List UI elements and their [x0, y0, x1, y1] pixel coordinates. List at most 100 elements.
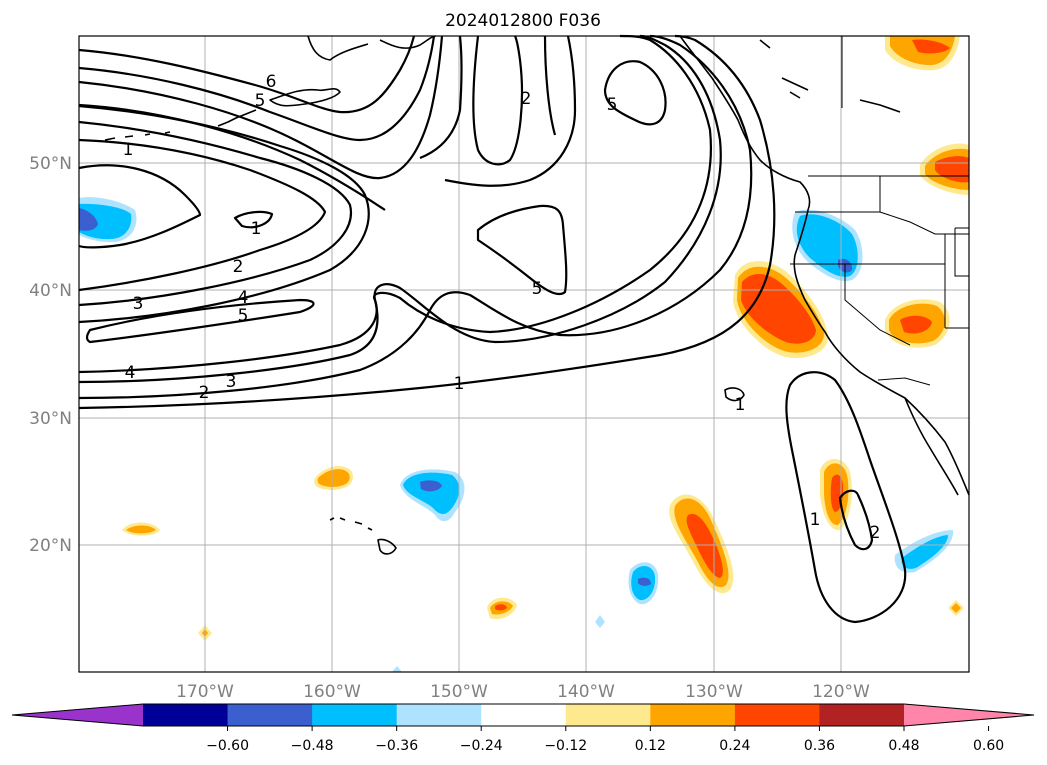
contour-label: 1 — [123, 140, 134, 160]
coast-fragment — [859, 99, 901, 113]
contour-1-west — [78, 164, 202, 249]
lon-label-160w: 160°W — [303, 682, 361, 702]
shade-positive-147w-core — [495, 604, 507, 611]
contour-4-south — [78, 34, 712, 374]
shade-negative-fleck — [595, 615, 605, 628]
colorbar-tick-label: −0.60 — [206, 738, 249, 754]
contour-1-south — [78, 34, 776, 410]
plot-title: 2024012800 F036 — [445, 11, 601, 31]
contour-label: 1 — [735, 395, 746, 415]
contour-5-closed-c — [603, 60, 667, 126]
contour-1-closed — [233, 210, 274, 229]
colorbar-tick-label: 0.60 — [973, 738, 1004, 754]
lat-label-50n: 50°N — [29, 154, 72, 174]
lon-label-120w: 120°W — [812, 682, 870, 702]
political-borders — [790, 36, 969, 386]
lon-label-150w: 150°W — [430, 682, 488, 702]
shade-positive-160w-mid — [317, 469, 350, 487]
contour-labels: 6 5 1 1 2 4 5 3 4 3 2 1 2 5 5 1 1 2 — [123, 72, 881, 543]
colorbar-extend-high — [904, 704, 1034, 726]
us-mexico-border — [877, 377, 931, 386]
lat-label-40n: 40°N — [29, 281, 72, 301]
wyoming-border — [954, 227, 969, 277]
oregon-idaho-border — [795, 176, 969, 235]
contour-label: 2 — [521, 89, 532, 109]
contour-3-north — [78, 103, 386, 211]
aleutian-islands-west — [104, 131, 171, 141]
contour-4 — [78, 104, 370, 324]
colorbar-tick-label: −0.24 — [460, 738, 503, 754]
contour-2 — [78, 138, 327, 292]
colorbar-segment — [650, 704, 736, 726]
contour-label: 5 — [532, 279, 543, 299]
colorbar-segment — [312, 704, 398, 726]
colorbar: −0.60 −0.48 −0.36 −0.24 −0.12 0.12 0.24 0.36 0.4… — [11, 703, 1035, 754]
shade-negative-west-core — [79, 203, 132, 240]
lon-label-130w: 130°W — [685, 682, 743, 702]
contour-label: 4 — [238, 288, 249, 308]
shade-negative-fleck-bottom — [392, 666, 402, 672]
colorbar-tick-label: 0.36 — [804, 738, 835, 754]
colorbar-segment — [481, 704, 567, 726]
contour-label: 5 — [238, 306, 249, 326]
longitude-labels: 170°W 160°W 150°W 140°W 130°W 120°W — [176, 682, 870, 702]
shade-negative-south-max — [638, 577, 651, 586]
contour-label: 2 — [233, 257, 244, 277]
shade-positive-arizona-core — [900, 315, 932, 334]
shade-positive-fleck-east-core — [951, 603, 961, 613]
contour-1-east — [785, 371, 907, 624]
hawaiian-islands — [329, 517, 397, 555]
shade-positive-175w-mid — [126, 525, 156, 534]
contour-label: 6 — [266, 72, 277, 92]
contour-label: 3 — [226, 372, 237, 392]
contour-6 — [78, 35, 416, 114]
colorbar-tick-label: 0.12 — [635, 738, 666, 754]
aleutian-islands — [217, 109, 257, 127]
contour-2-east — [838, 489, 874, 551]
contour-label: 4 — [125, 363, 136, 383]
colorbar-segment — [734, 704, 820, 726]
contour-label: 1 — [810, 510, 821, 530]
colorbar-tick-label: 0.24 — [719, 738, 750, 754]
lon-label-170w: 170°W — [176, 682, 234, 702]
contour-5-north — [78, 35, 436, 142]
contour-4-north — [78, 35, 444, 180]
nevada-utah-border — [790, 234, 969, 329]
colorbar-segment — [819, 704, 905, 726]
colorbar-segment — [227, 704, 313, 726]
bc-islands — [759, 39, 809, 99]
map-frame — [78, 35, 970, 673]
contour-3-north-b — [419, 35, 463, 160]
guadalupe-island — [724, 387, 745, 402]
contour-label: 1 — [251, 219, 262, 239]
shade-negative-hawaii-max — [420, 480, 442, 492]
lon-label-140w: 140°W — [557, 682, 615, 702]
shaded-field — [79, 36, 969, 672]
colorbar-outline — [11, 703, 1035, 727]
latitude-labels: 50°N 40°N 30°N 20°N — [29, 154, 72, 556]
baja-california — [904, 397, 959, 496]
contour-5-closed-b — [476, 204, 568, 296]
california-nevada-border — [844, 264, 911, 346]
contour-label: 5 — [255, 91, 266, 111]
lat-label-30n: 30°N — [29, 409, 72, 429]
colorbar-tick-label: −0.36 — [375, 738, 418, 754]
contour-label: 1 — [454, 374, 465, 394]
colorbar-tick-label: −0.48 — [291, 738, 334, 754]
contour-label: 3 — [133, 294, 144, 314]
contours — [78, 34, 907, 624]
alaska-coast — [307, 35, 437, 61]
contour-label: 2 — [199, 383, 210, 403]
lat-label-20n: 20°N — [29, 536, 72, 556]
colorbar-extend-low — [12, 704, 143, 726]
contour-3-south — [78, 34, 722, 384]
contour-5-north-b — [543, 35, 557, 136]
contour-4-north-b — [444, 35, 577, 187]
colorbar-tick-label: −0.12 — [544, 738, 587, 754]
shade-negative-west-max — [79, 208, 98, 231]
contour-3 — [78, 120, 353, 307]
shade-negative-hawaii-core — [403, 472, 460, 514]
contour-label: 2 — [870, 523, 881, 543]
colorbar-segment — [396, 704, 482, 726]
